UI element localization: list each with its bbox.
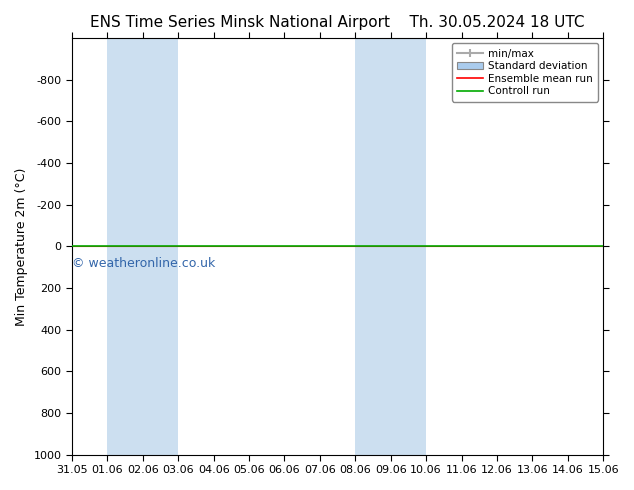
Legend: min/max, Standard deviation, Ensemble mean run, Controll run: min/max, Standard deviation, Ensemble me… xyxy=(451,43,598,101)
Title: ENS Time Series Minsk National Airport    Th. 30.05.2024 18 UTC: ENS Time Series Minsk National Airport T… xyxy=(90,15,585,30)
Bar xyxy=(107,38,178,455)
Bar xyxy=(603,38,634,455)
Bar xyxy=(355,38,426,455)
Y-axis label: Min Temperature 2m (°C): Min Temperature 2m (°C) xyxy=(15,167,28,325)
Text: © weatheronline.co.uk: © weatheronline.co.uk xyxy=(72,257,216,270)
